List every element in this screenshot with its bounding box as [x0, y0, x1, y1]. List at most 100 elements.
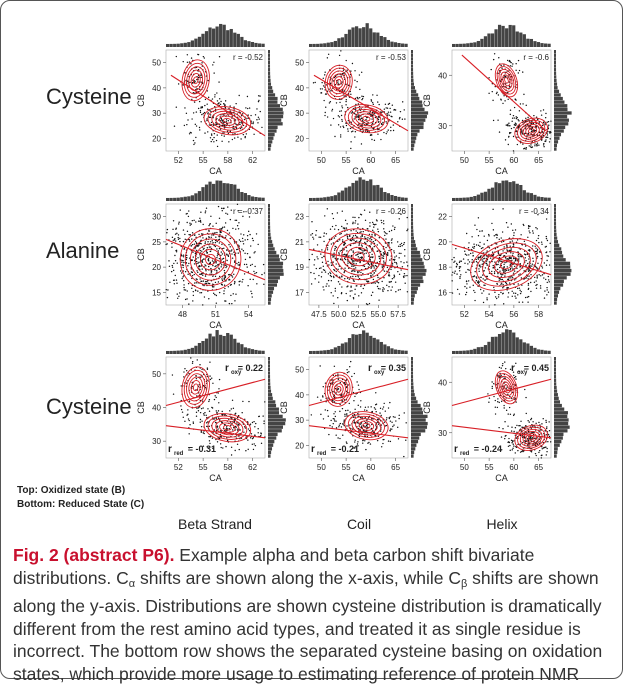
data-point: [466, 283, 468, 285]
data-point: [497, 398, 499, 400]
right-histogram-bar: [268, 400, 276, 404]
data-point: [341, 105, 343, 107]
y-axis-label: CB: [136, 401, 146, 414]
data-point: [530, 144, 532, 146]
top-histogram-bar: [536, 349, 541, 354]
data-point: [383, 288, 385, 290]
right-histogram-bar: [554, 53, 557, 57]
right-histogram-bar: [411, 122, 424, 126]
data-point: [349, 239, 351, 242]
right-histogram-bar: [554, 407, 565, 411]
data-point: [260, 442, 263, 445]
data-point: [478, 268, 480, 270]
data-point: [240, 115, 243, 117]
data-point: [207, 241, 209, 243]
data-point: [238, 424, 240, 426]
data-point: [345, 441, 348, 443]
data-point: [529, 225, 531, 227]
data-point: [391, 262, 394, 264]
x-tick-label: 52.5: [351, 310, 367, 319]
data-point: [388, 243, 390, 245]
top-histogram-bar: [201, 33, 205, 47]
data-point: [219, 233, 221, 236]
top-histogram-bar: [211, 183, 216, 201]
data-point: [525, 104, 527, 107]
right-histogram-bar: [411, 254, 421, 258]
top-histogram-bar: [365, 180, 369, 201]
data-point: [201, 260, 203, 262]
right-histogram-bar: [554, 357, 557, 361]
data-point: [531, 265, 533, 267]
data-point: [231, 257, 234, 259]
data-point: [218, 437, 221, 440]
data-point: [182, 254, 185, 256]
data-point: [212, 225, 214, 227]
data-point: [367, 442, 369, 444]
data-point: [522, 103, 524, 105]
data-point: [182, 416, 184, 419]
top-histogram-bar: [316, 197, 320, 201]
top-histogram-bar: [173, 197, 177, 201]
data-point: [525, 147, 528, 149]
data-point: [543, 272, 545, 275]
top-histogram-bar: [529, 345, 534, 354]
data-point: [523, 240, 526, 243]
data-point: [195, 411, 198, 414]
data-point: [190, 268, 192, 270]
data-point: [404, 282, 406, 284]
right-histogram-bar: [268, 429, 282, 433]
x-tick-label: 50: [317, 463, 326, 472]
data-point: [456, 288, 459, 291]
top-histogram-bar: [362, 179, 366, 201]
data-point: [328, 433, 330, 436]
data-point: [343, 227, 346, 229]
data-point: [511, 295, 513, 297]
data-point: [216, 412, 218, 414]
data-point: [223, 292, 225, 295]
data-point: [500, 291, 502, 294]
data-point: [349, 276, 352, 278]
data-point: [348, 371, 350, 373]
data-point: [204, 98, 207, 101]
data-point: [192, 294, 195, 297]
data-point: [372, 274, 374, 276]
density-contour: [324, 64, 353, 100]
data-point: [205, 270, 207, 272]
right-histogram-bar: [268, 432, 278, 437]
x-tick-label: 65: [534, 463, 543, 472]
data-point: [221, 140, 223, 142]
data-point: [252, 207, 254, 210]
data-point: [215, 302, 218, 304]
data-point: [468, 242, 470, 244]
data-point: [244, 252, 246, 255]
data-point: [499, 273, 502, 275]
data-point: [399, 288, 401, 291]
data-point: [211, 98, 214, 100]
top-histogram-bar: [323, 43, 327, 47]
right-histogram-bar: [268, 279, 278, 284]
data-point: [525, 412, 527, 415]
top-histogram-bar: [183, 196, 187, 201]
data-point: [208, 435, 210, 438]
data-point: [248, 107, 251, 109]
data-point: [348, 402, 350, 405]
data-point: [203, 284, 205, 287]
data-point: [201, 106, 204, 109]
r-oxy-symbol: r: [368, 363, 372, 374]
data-point: [183, 286, 185, 289]
legend-line: Bottom: Reduced State (C): [17, 499, 144, 510]
data-point: [369, 222, 371, 224]
data-point: [201, 250, 203, 252]
right-histogram-bar: [554, 400, 561, 404]
data-point: [504, 437, 506, 440]
data-point: [184, 238, 186, 241]
data-point: [193, 243, 196, 245]
data-point: [498, 426, 500, 429]
data-point: [189, 234, 192, 236]
data-point: [341, 118, 343, 121]
data-point: [323, 255, 325, 258]
right-histogram-bar: [554, 286, 561, 291]
data-point: [333, 276, 335, 279]
r-oxy-symbol: r: [225, 363, 229, 374]
data-point: [512, 245, 515, 247]
